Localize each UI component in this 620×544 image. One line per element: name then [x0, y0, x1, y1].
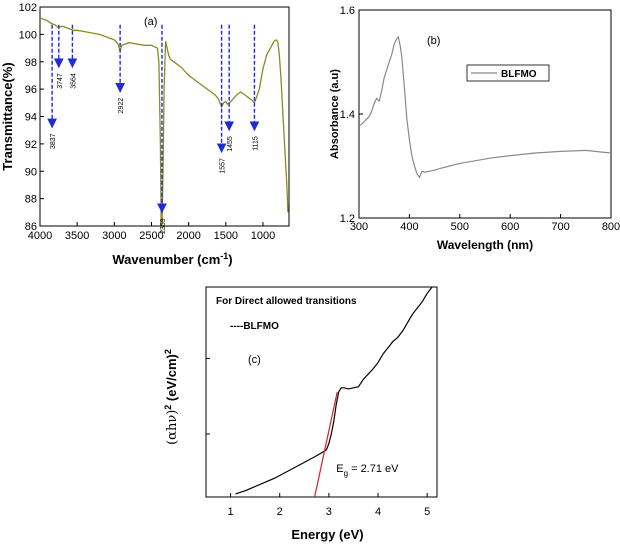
y-tick-label-b: 1.2	[340, 213, 355, 225]
y-tick-label-b: 1.6	[340, 5, 355, 17]
band-gap-label-value: = 2.71 eV	[348, 463, 399, 475]
y-tick-label-a: 94	[25, 112, 37, 124]
x-axis-label-a-end: )	[228, 252, 232, 267]
x-axis-label-a: Wavenumber (cm-1)	[112, 251, 232, 267]
y-axis-label-b: Absorbance (a.u)	[329, 69, 341, 159]
x-tick-label-a: 3000	[102, 230, 126, 242]
x-axis-label-a-main: Wavenumber (cm	[112, 252, 220, 267]
y-tick-label-a: 96	[25, 84, 37, 96]
linear-fit-line	[314, 391, 338, 498]
peak-label: 1557	[220, 158, 227, 174]
chart-b-uvvis: 300 400 500 600 700 800 1.2 1.4 1.6 (b) BLFMO Wavel…	[329, 5, 620, 252]
x-axis-label-c: Energy (eV)	[291, 527, 363, 542]
x-tick-label-a: 2000	[176, 230, 200, 242]
peak-label: 2359	[160, 218, 167, 234]
peak-label: 3564	[70, 73, 77, 89]
x-axis-label-a-sup: -1	[220, 251, 228, 261]
peak-label: 3747	[57, 73, 64, 89]
x-tick-label-b: 500	[451, 221, 469, 233]
x-tick-label-c: 2	[277, 506, 283, 518]
panel-label-c: (c)	[248, 354, 261, 366]
y-tick-label-a: 88	[25, 194, 37, 206]
y-tick-label-a: 102	[19, 2, 37, 14]
x-tick-label-b: 400	[400, 221, 418, 233]
chart-a-ftir: 4000 3500 3000 2500 2000 1500 1000 86 88 90 92 94 96…	[0, 2, 290, 267]
band-gap-label-main: E	[336, 463, 343, 475]
peak-label: 3837	[50, 133, 57, 149]
series-line-c	[235, 286, 433, 495]
x-tick-label-c: 5	[424, 506, 430, 518]
x-tick-label-b: 700	[551, 221, 569, 233]
plot-frame	[205, 286, 438, 498]
x-tick-label-c: 3	[326, 506, 332, 518]
x-axis-label-b: Wavelength (nm)	[437, 238, 533, 252]
y-tick-label-a: 100	[19, 29, 37, 41]
y-axis-label-c: (αhν)2 (eV/cm)2	[163, 349, 180, 445]
y-tick-label-a: 86	[25, 221, 37, 233]
x-tick-label-a: 2500	[139, 230, 163, 242]
y-tick-label-b: 1.4	[340, 109, 355, 121]
chart-title-c: For Direct allowed transitions	[216, 296, 357, 307]
peak-label: 2922	[118, 98, 125, 114]
panel-label-b: (b)	[427, 35, 440, 47]
y-axis-label-c-main: (αhν)	[165, 410, 180, 445]
y-axis-label-a: Transmittance(%)	[0, 62, 15, 170]
peak-label: 1115	[252, 136, 259, 151]
y-axis-label-c-mid: (eV/cm)	[164, 354, 179, 405]
band-gap-label: Eg = 2.71 eV	[336, 463, 399, 478]
x-tick-label-b: 600	[501, 221, 519, 233]
legend-label-b: BLFMO	[501, 69, 537, 80]
band-gap-label-sub: g	[344, 469, 348, 478]
legend-label-c: ----BLFMO	[230, 321, 279, 332]
x-tick-label-c: 4	[375, 506, 381, 518]
y-axis-label-c-sup1: 2	[163, 405, 173, 410]
y-axis-label-c-sup2: 2	[163, 349, 173, 354]
x-tick-label-a: 4000	[28, 230, 52, 242]
panel-label-a: (a)	[144, 16, 157, 28]
x-tick-label-c: 1	[228, 506, 234, 518]
plot-frame	[39, 6, 290, 227]
peak-label: 1455	[227, 136, 234, 152]
x-tick-label-a: 1500	[214, 230, 238, 242]
series-line-b	[358, 35, 612, 179]
y-tick-label-a: 92	[25, 139, 37, 151]
y-tick-label-a: 98	[25, 57, 37, 69]
x-tick-label-b: 800	[602, 221, 620, 233]
series-line-a	[39, 17, 289, 230]
legend-box-b	[466, 64, 550, 82]
chart-c-tauc: 1 2 3 4 5 For Direct allowed transitions ----B…	[163, 286, 438, 542]
x-tick-label-a: 1000	[251, 230, 275, 242]
plot-frame	[358, 9, 612, 219]
x-tick-label-a: 3500	[65, 230, 89, 242]
y-tick-label-a: 90	[25, 166, 37, 178]
x-tick-label-b: 300	[350, 221, 368, 233]
